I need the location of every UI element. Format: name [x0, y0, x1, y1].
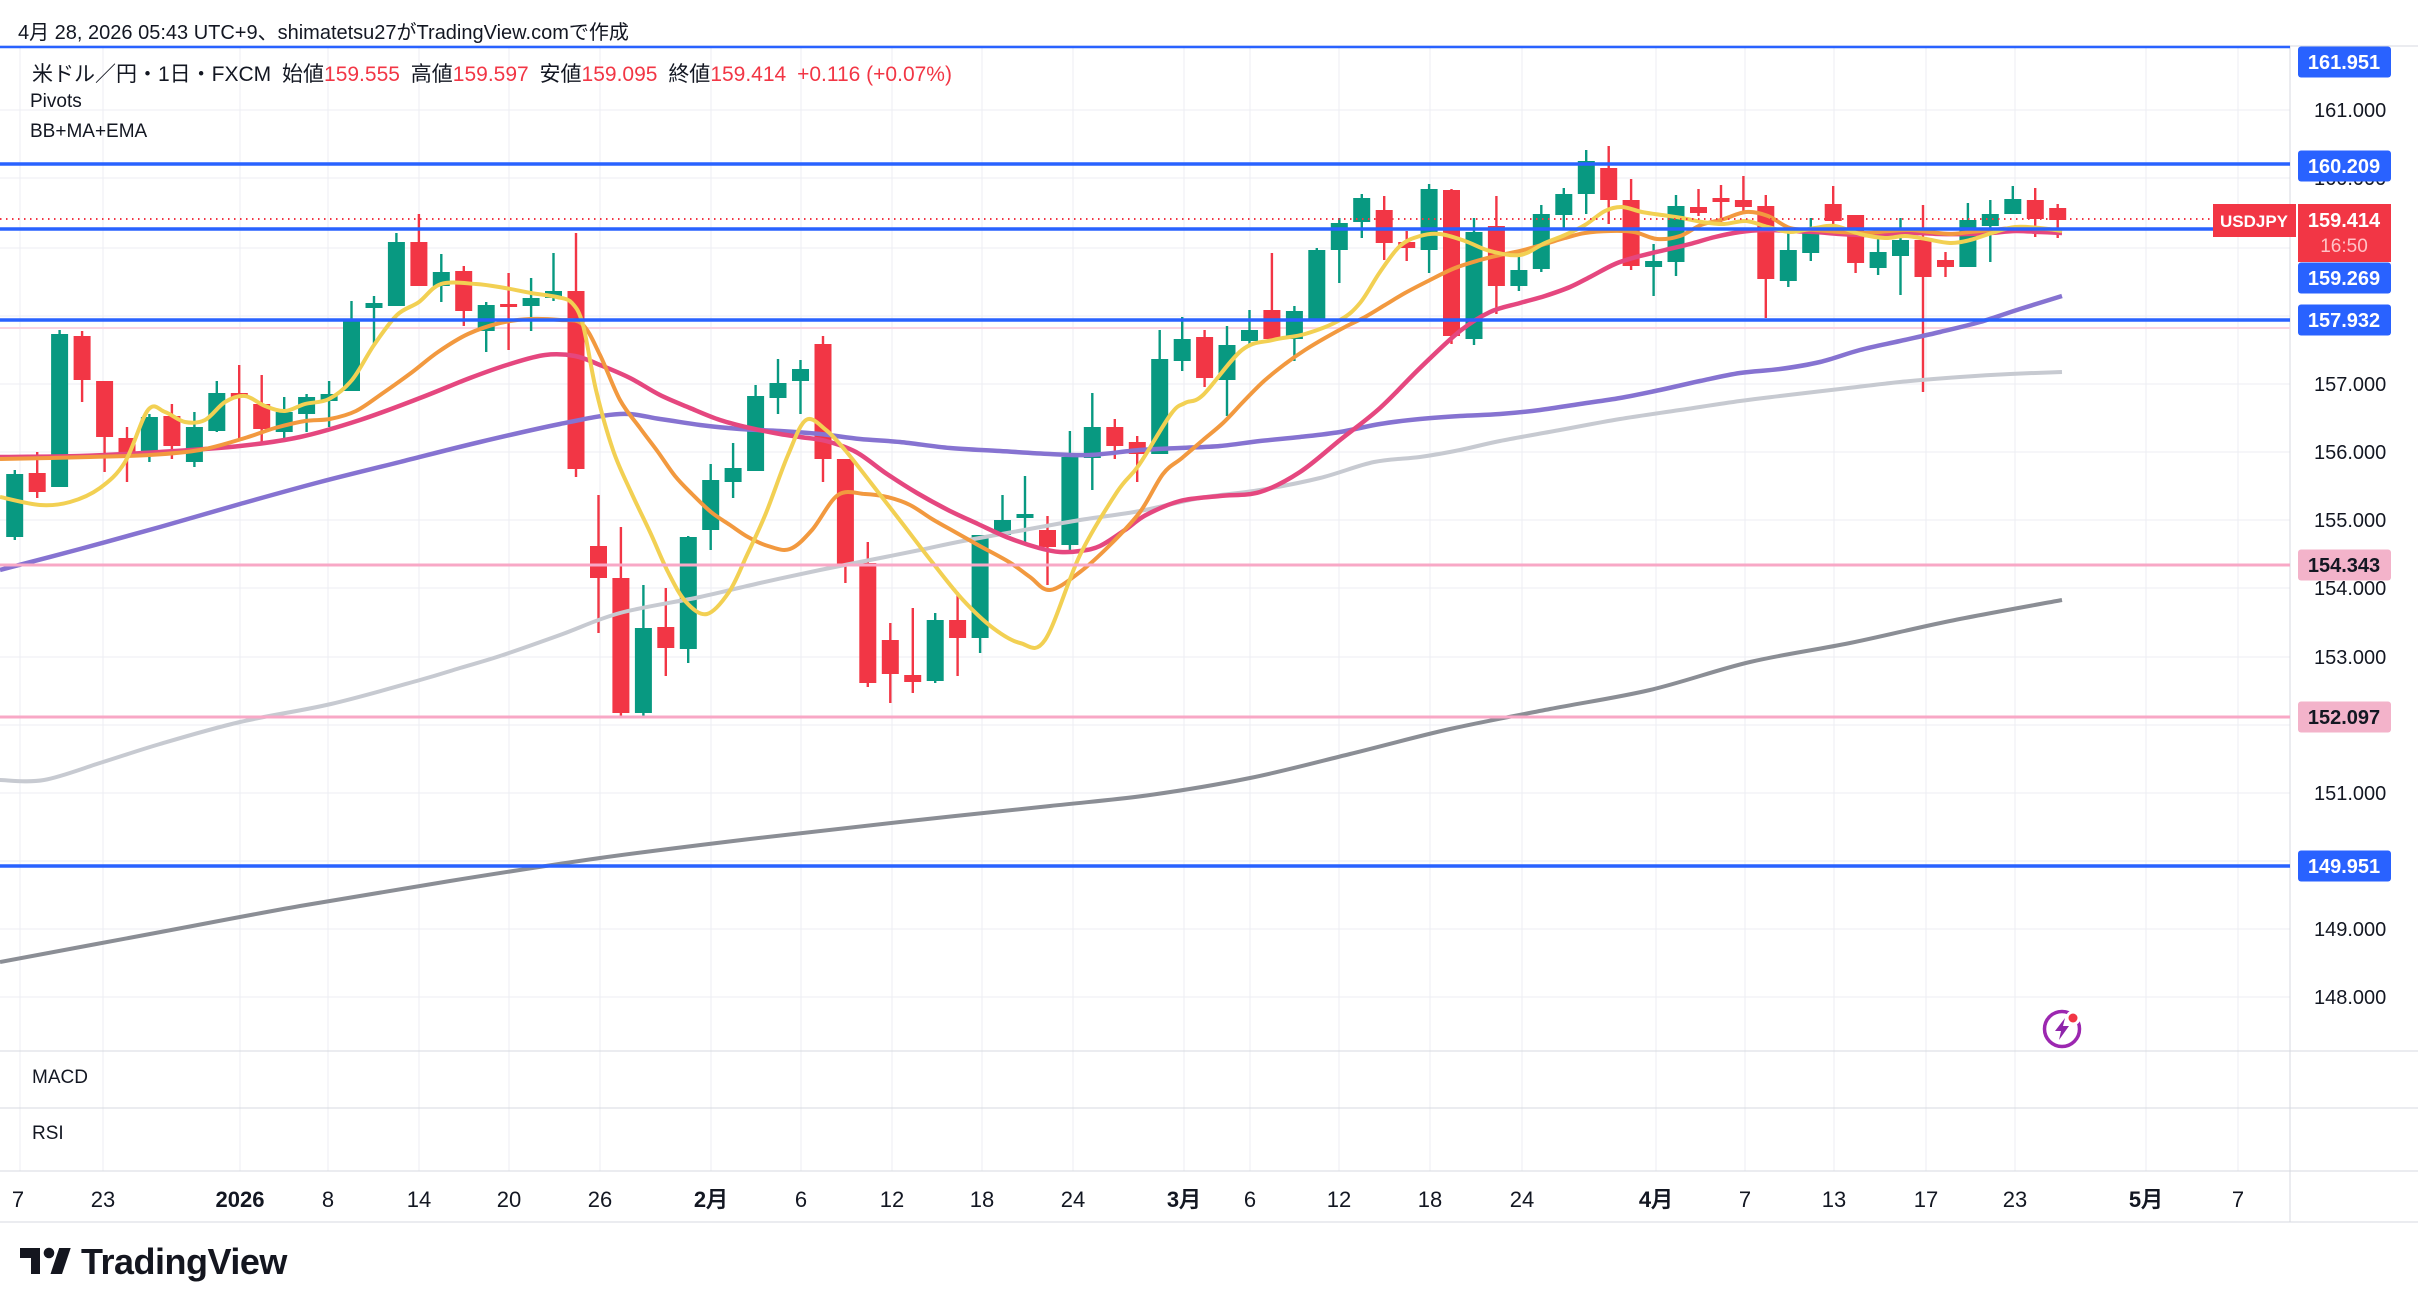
svg-text:159.269: 159.269 — [2308, 268, 2380, 290]
svg-text:24: 24 — [1061, 1187, 1085, 1212]
svg-text:154.343: 154.343 — [2308, 555, 2380, 577]
svg-text:157.932: 157.932 — [2308, 310, 2380, 332]
svg-text:153.000: 153.000 — [2314, 647, 2386, 669]
svg-text:149.000: 149.000 — [2314, 919, 2386, 941]
svg-text:17: 17 — [1914, 1187, 1938, 1212]
svg-text:16:50: 16:50 — [2320, 236, 2368, 257]
svg-text:160.209: 160.209 — [2308, 156, 2380, 178]
svg-text:23: 23 — [91, 1187, 115, 1212]
svg-text:151.000: 151.000 — [2314, 783, 2386, 805]
svg-text:154.000: 154.000 — [2314, 578, 2386, 600]
svg-text:156.000: 156.000 — [2314, 442, 2386, 464]
svg-text:2026: 2026 — [216, 1187, 265, 1212]
svg-text:161.951: 161.951 — [2308, 52, 2380, 74]
svg-text:3月: 3月 — [1167, 1187, 1201, 1212]
svg-text:148.000: 148.000 — [2314, 987, 2386, 1009]
svg-text:24: 24 — [1510, 1187, 1534, 1212]
svg-text:155.000: 155.000 — [2314, 510, 2386, 532]
svg-text:18: 18 — [970, 1187, 994, 1212]
svg-text:161.000: 161.000 — [2314, 100, 2386, 122]
svg-text:12: 12 — [880, 1187, 904, 1212]
svg-text:2月: 2月 — [694, 1187, 728, 1212]
svg-text:7: 7 — [1739, 1187, 1751, 1212]
svg-text:26: 26 — [588, 1187, 612, 1212]
svg-text:7: 7 — [2232, 1187, 2244, 1212]
svg-text:18: 18 — [1418, 1187, 1442, 1212]
svg-text:157.000: 157.000 — [2314, 374, 2386, 396]
svg-text:159.414: 159.414 — [2308, 210, 2381, 232]
svg-text:12: 12 — [1327, 1187, 1351, 1212]
svg-text:5月: 5月 — [2129, 1187, 2163, 1212]
svg-text:149.951: 149.951 — [2308, 856, 2380, 878]
svg-text:20: 20 — [497, 1187, 521, 1212]
svg-text:23: 23 — [2003, 1187, 2027, 1212]
svg-text:14: 14 — [407, 1187, 431, 1212]
svg-text:6: 6 — [795, 1187, 807, 1212]
svg-text:4月: 4月 — [1639, 1187, 1673, 1212]
svg-text:152.097: 152.097 — [2308, 707, 2380, 729]
svg-text:13: 13 — [1822, 1187, 1846, 1212]
svg-text:6: 6 — [1244, 1187, 1256, 1212]
svg-text:8: 8 — [322, 1187, 334, 1212]
svg-text:USDJPY: USDJPY — [2220, 212, 2289, 231]
svg-text:7: 7 — [12, 1187, 24, 1212]
